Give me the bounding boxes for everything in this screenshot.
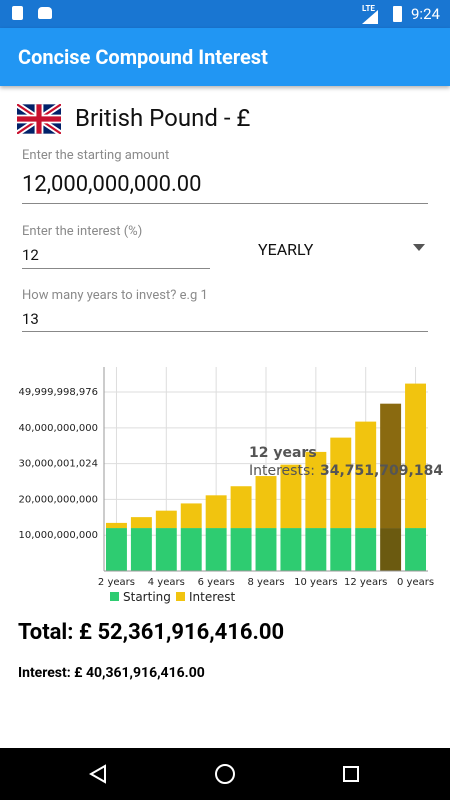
battery-icon: [393, 6, 402, 22]
legend-swatch: [110, 592, 119, 601]
dropdown-arrow[interactable]: [413, 244, 425, 251]
y-tick-label: 40,000,000,000: [18, 423, 98, 434]
currency-label: British Pound - £: [75, 104, 251, 132]
bar-segment: [155, 528, 177, 571]
y-tick-label: 10,000,000,000: [18, 530, 98, 541]
years-input[interactable]: 13: [22, 310, 39, 328]
bar-segment: [205, 528, 227, 571]
chart: 10,000,000,000 20,000,000,000 30,000,001,0…: [18, 367, 443, 604]
nav-bar: [0, 748, 450, 800]
x-tick-label: 8 years: [247, 577, 284, 588]
app-title: Concise Compound Interest: [18, 45, 268, 69]
interest-input[interactable]: 12: [22, 246, 39, 264]
sd-icon: [12, 6, 23, 20]
recents-button[interactable]: [342, 765, 360, 783]
legend-swatch: [176, 592, 185, 601]
tooltip-value: 34,751,709,184: [320, 463, 443, 479]
bar-segment: [355, 421, 377, 529]
bar-segment: [205, 495, 227, 529]
years-underline: [22, 331, 428, 332]
bar-segment: [105, 528, 127, 571]
bar-segment: [305, 451, 327, 529]
bar-segment: [105, 522, 127, 529]
bar-segment: [255, 476, 277, 529]
bar-segment: [405, 528, 427, 571]
bar-segment: [330, 437, 352, 529]
tooltip-title: 12 years: [249, 445, 317, 461]
interest-underline: [22, 268, 210, 269]
amount-input[interactable]: 12,000,000,000.00: [22, 172, 202, 197]
bar-segment: [130, 528, 152, 571]
network: LTE: [362, 4, 375, 13]
x-tick-label: 10 years: [294, 577, 337, 588]
legend-label: Interest: [189, 590, 236, 604]
bar-segment: [380, 528, 402, 571]
time: 9:24: [411, 5, 440, 23]
legend-label: Starting: [123, 590, 171, 604]
bar-segment: [230, 486, 252, 529]
back-button[interactable]: [88, 764, 108, 784]
signal-icon: [362, 10, 378, 24]
y-tick-label: 49,999,998,976: [18, 387, 98, 398]
y-tick-label: 20,000,000,000: [18, 494, 98, 505]
bar-segment: [280, 528, 302, 571]
android-icon: [38, 7, 52, 19]
x-tick-label: 2 years: [98, 577, 135, 588]
tooltip-label: Interests:: [249, 463, 315, 479]
total: Total: £ 52,361,916,416.00: [18, 620, 285, 645]
interest-label: Enter the interest (%): [22, 224, 143, 239]
bar-segment: [355, 528, 377, 571]
amount-underline: [22, 203, 428, 204]
app-bar: Concise Compound Interest: [0, 28, 450, 86]
bar-segment: [180, 528, 202, 571]
period-dropdown[interactable]: YEARLY: [258, 240, 314, 259]
bar-segment: [405, 383, 427, 529]
bar-segment: [130, 517, 152, 529]
x-tick-label: 6 years: [198, 577, 235, 588]
bar-segment: [255, 528, 277, 571]
x-tick-label: 4 years: [148, 577, 185, 588]
tooltip-line: Interests: 34,751,709,184: [249, 463, 443, 479]
flag-icon: [17, 104, 61, 134]
bar-segment: [230, 528, 252, 571]
bar-segment: [155, 510, 177, 529]
interest-total: Interest: £ 40,361,916,416.00: [18, 665, 205, 681]
y-tick-label: 30,000,001,024: [18, 459, 98, 470]
bar-segment: [330, 528, 352, 571]
years-label: How many years to invest? e.g 1: [22, 288, 208, 303]
x-tick-label: 0 years: [397, 577, 434, 588]
bar-segment: [380, 403, 402, 529]
bar-segment: [180, 503, 202, 529]
status-bar: LTE 9:24: [0, 0, 450, 28]
amount-label: Enter the starting amount: [22, 148, 170, 163]
home-button[interactable]: [214, 763, 236, 785]
bar-segment: [305, 528, 327, 571]
x-tick-label: 12 years: [344, 577, 387, 588]
bar-segment: [280, 464, 302, 529]
